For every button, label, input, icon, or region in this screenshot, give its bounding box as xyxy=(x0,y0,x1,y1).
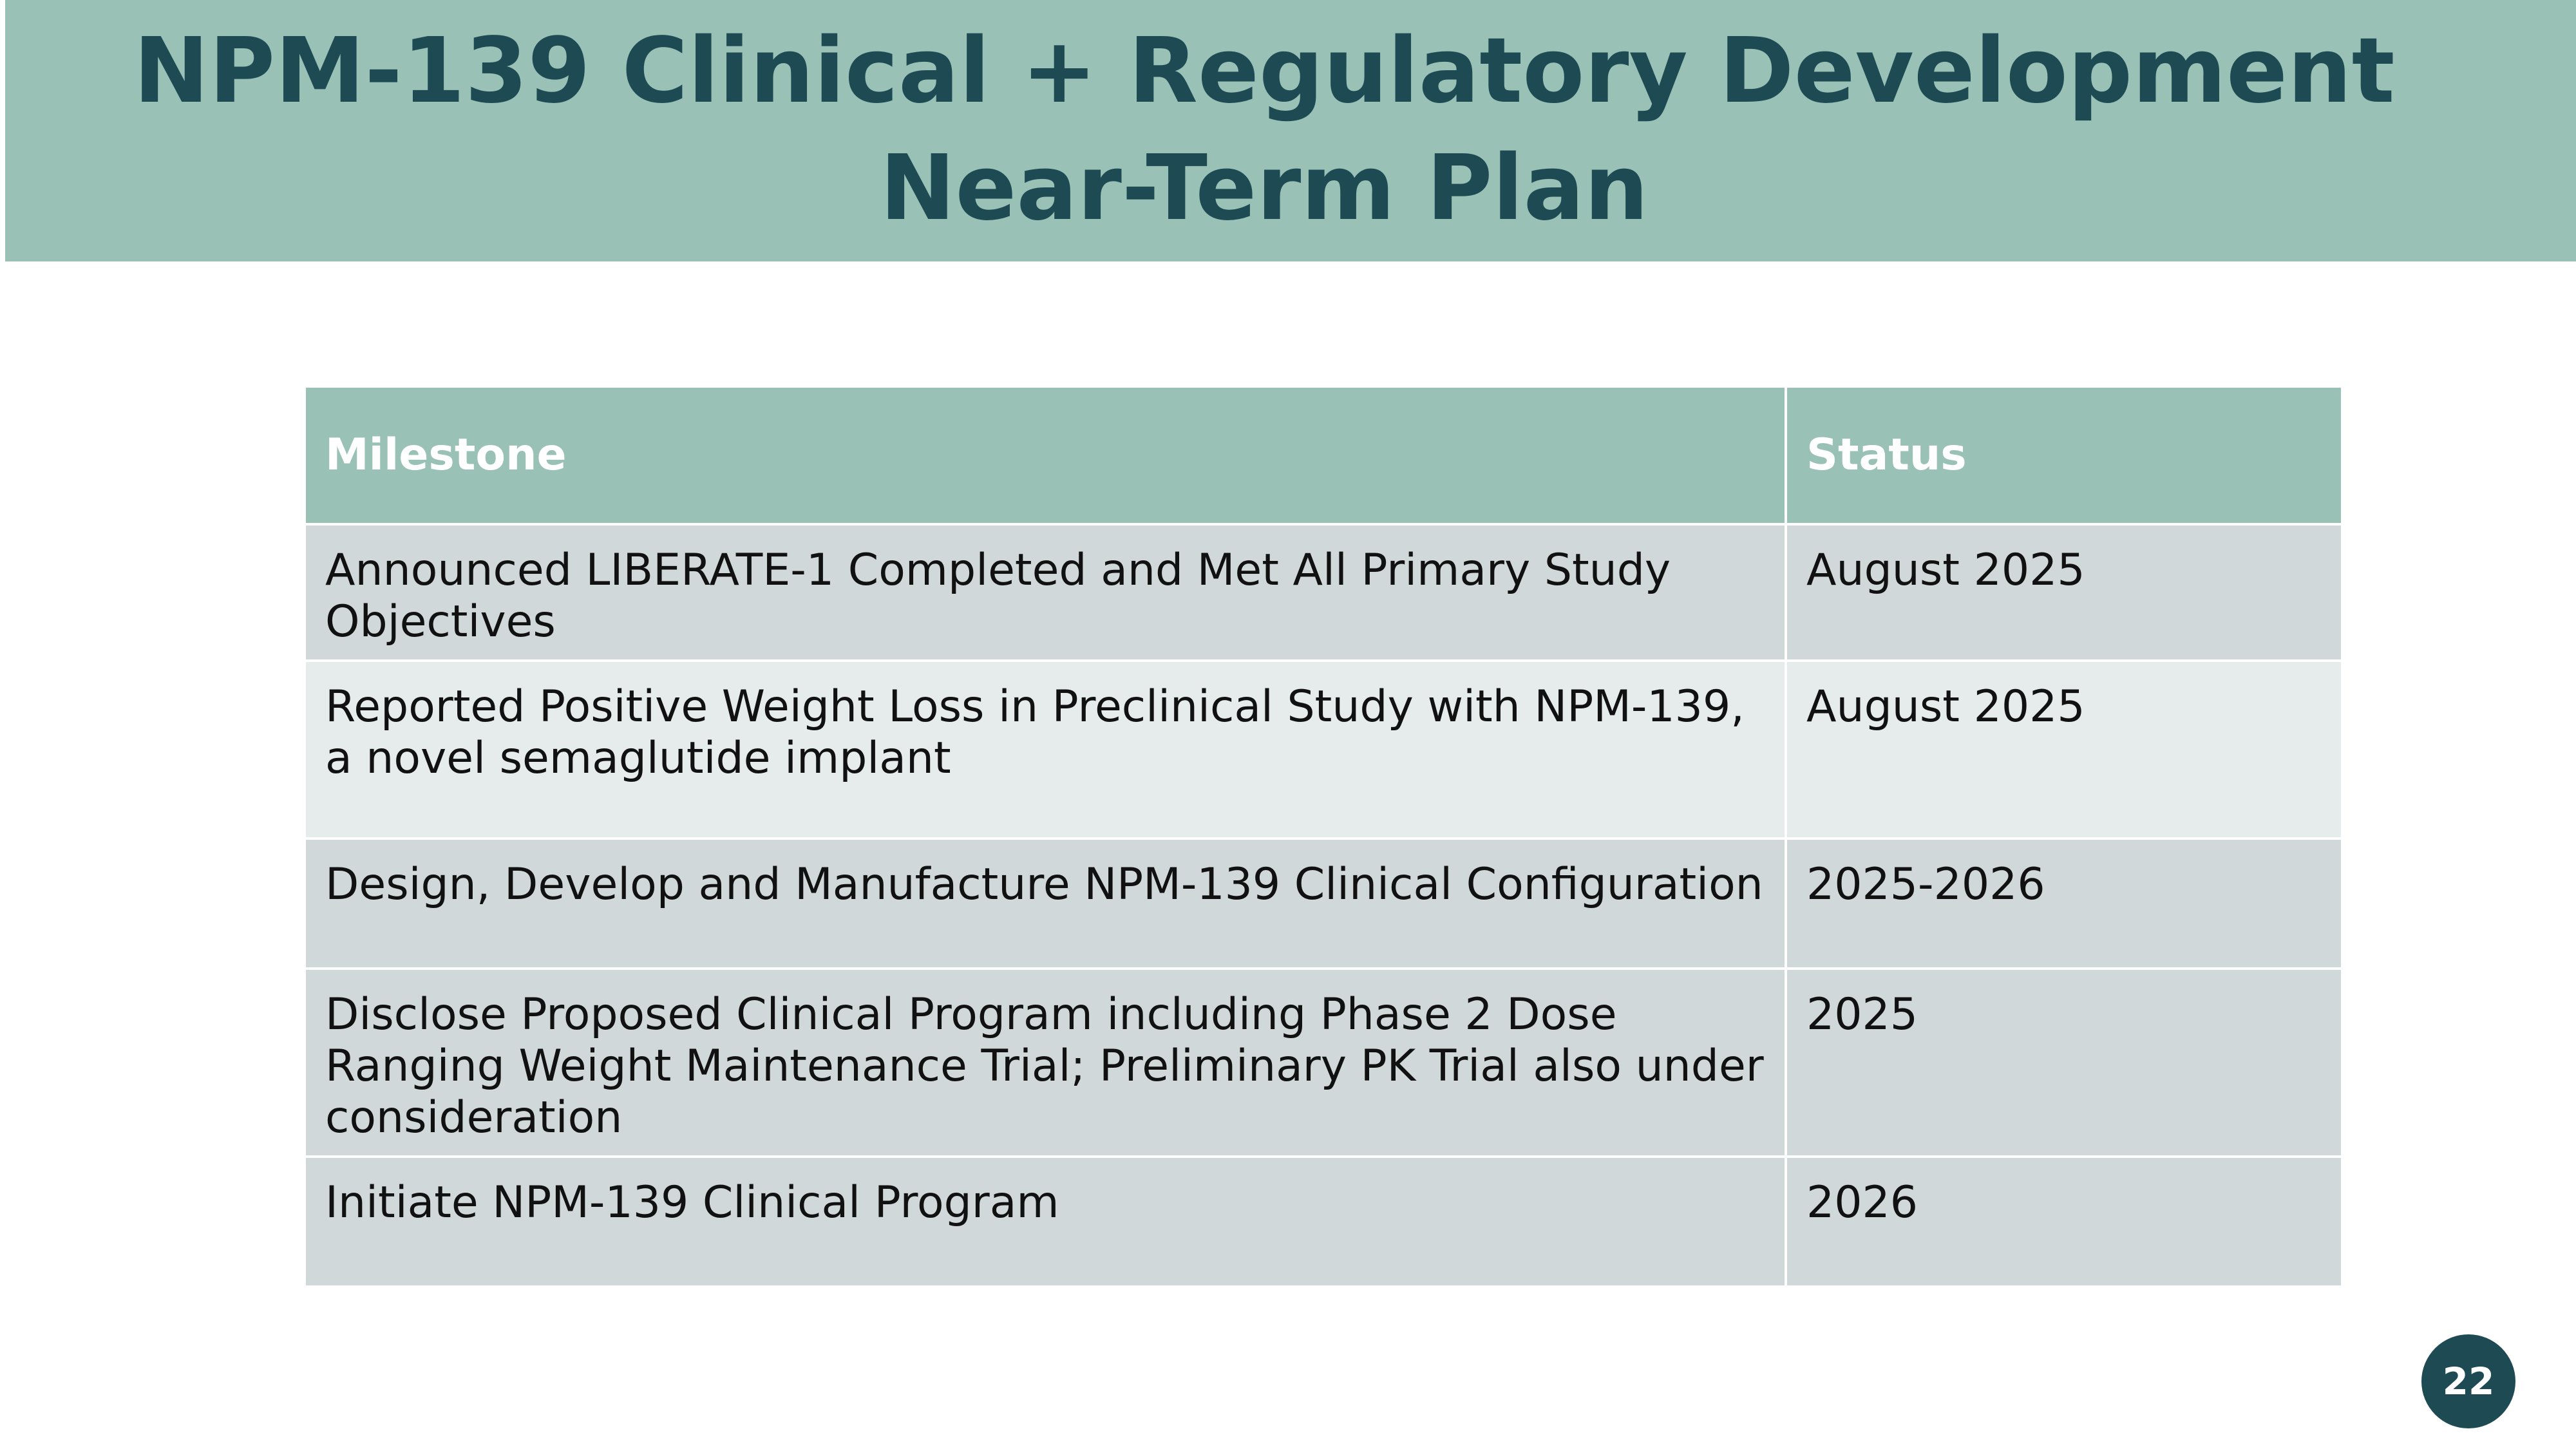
status-column-header: Status xyxy=(1785,385,2344,526)
table-row: Design, Develop and Manufacture NPM-139 … xyxy=(303,837,2344,970)
table-row: Initiate NPM-139 Clinical Program 2026 xyxy=(303,1155,2344,1288)
milestone-cell: Reported Positive Weight Loss in Preclin… xyxy=(303,659,1787,840)
milestone-table: Milestone Status Announced LIBERATE-1 Co… xyxy=(303,385,2344,1288)
slide-title-line1: NPM-139 Clinical + Regulatory Developmen… xyxy=(133,19,2395,124)
table-row: Announced LIBERATE-1 Completed and Met A… xyxy=(303,523,2344,662)
status-cell: 2026 xyxy=(1785,1155,2344,1288)
milestone-cell: Disclose Proposed Clinical Program inclu… xyxy=(303,967,1787,1158)
milestone-cell: Initiate NPM-139 Clinical Program xyxy=(303,1155,1787,1288)
table-header-row: Milestone Status xyxy=(303,385,2344,526)
page-number-badge: 22 xyxy=(2421,1334,2515,1428)
table-row: Disclose Proposed Clinical Program inclu… xyxy=(303,967,2344,1158)
status-cell: 2025 xyxy=(1785,967,2344,1158)
status-cell: 2025-2026 xyxy=(1785,837,2344,970)
header-band xyxy=(5,0,2576,261)
milestone-cell: Design, Develop and Manufacture NPM-139 … xyxy=(303,837,1787,970)
status-cell: August 2025 xyxy=(1785,523,2344,662)
milestone-cell: Announced LIBERATE-1 Completed and Met A… xyxy=(303,523,1787,662)
status-cell: August 2025 xyxy=(1785,659,2344,840)
table-row: Reported Positive Weight Loss in Preclin… xyxy=(303,659,2344,840)
milestone-column-header: Milestone xyxy=(303,385,1787,526)
slide-title: NPM-139 Clinical + Regulatory Developmen… xyxy=(5,13,2523,247)
slide-title-line2: Near-Term Plan xyxy=(880,136,1649,241)
